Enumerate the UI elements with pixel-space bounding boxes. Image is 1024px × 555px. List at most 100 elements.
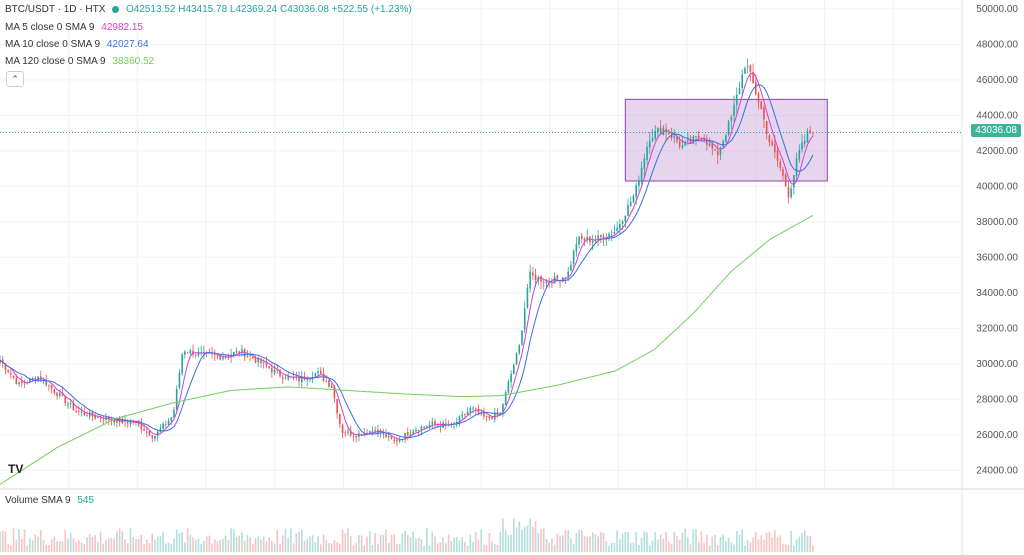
candle-body <box>477 408 480 414</box>
volume-bar <box>586 536 589 552</box>
volume-bar <box>347 528 349 552</box>
volume-bar <box>170 543 173 552</box>
candle-body <box>143 429 145 431</box>
volume-bar <box>94 534 96 552</box>
volume-bar <box>532 526 534 552</box>
indicator-row-ma10[interactable]: MA 10 close 0 SMA 9 42027.64 <box>5 39 153 50</box>
volume-bar <box>708 545 711 552</box>
candle-body <box>689 138 692 144</box>
volume-bar <box>572 543 575 552</box>
candle-body <box>349 430 352 436</box>
volume-bar <box>398 543 401 552</box>
candle-body <box>735 94 738 106</box>
volume-bar <box>306 539 309 552</box>
candle-body <box>31 377 34 380</box>
candle-body <box>654 130 657 139</box>
volume-bar <box>665 531 667 552</box>
candle-body <box>4 363 7 370</box>
candle-body <box>744 68 746 74</box>
candle-body <box>657 128 659 133</box>
candle-body <box>667 133 670 135</box>
volume-bar <box>330 543 333 552</box>
candle-body <box>409 433 412 437</box>
candle-body <box>431 421 434 425</box>
volume-bar <box>194 539 197 552</box>
volume-bar <box>673 532 676 552</box>
tradingview-logo-icon[interactable]: TV <box>8 462 23 476</box>
candle-body <box>483 412 485 417</box>
candle-body <box>366 432 368 434</box>
volume-bar <box>15 540 18 552</box>
candle-body <box>749 65 752 72</box>
candle-body <box>504 391 507 406</box>
volume-bar <box>50 539 53 552</box>
volume-legend[interactable]: Volume SMA 9 545 <box>5 495 94 506</box>
volume-bar <box>795 539 798 552</box>
candle-body <box>580 235 583 239</box>
volume-bar <box>657 539 659 552</box>
candle-body <box>510 373 512 383</box>
candle-body <box>434 421 436 425</box>
candle-body <box>600 234 602 237</box>
candle-body <box>154 435 156 439</box>
volume-bar <box>491 541 493 552</box>
volume-bar <box>401 533 404 552</box>
volume-bar <box>787 544 790 552</box>
volume-bar <box>4 531 7 552</box>
candle-body <box>638 181 640 186</box>
candle-body <box>181 354 183 374</box>
volume-bar <box>379 534 382 552</box>
candle-body <box>34 378 37 381</box>
volume-bar <box>426 528 428 552</box>
volume-bar <box>175 529 178 552</box>
collapse-legend-button[interactable]: ⌃ <box>6 71 24 87</box>
candle-body <box>787 186 790 198</box>
volume-bar <box>485 545 488 552</box>
volume-bar <box>727 537 730 552</box>
volume-bar <box>502 518 504 552</box>
volume-value: 545 <box>77 495 95 506</box>
volume-bar <box>371 544 374 552</box>
volume-bar <box>445 543 447 552</box>
indicator-row-ma5[interactable]: MA 5 close 0 SMA 9 42982.15 <box>5 22 147 33</box>
volume-bar <box>61 541 64 552</box>
candle-body <box>542 282 545 284</box>
indicator-row-ma120[interactable]: MA 120 close 0 SMA 9 38360.52 <box>5 56 158 67</box>
volume-bar <box>300 530 303 552</box>
candle-body <box>771 141 773 146</box>
volume-bar <box>29 538 31 552</box>
candle-body <box>113 420 115 423</box>
volume-bar <box>88 534 91 552</box>
volume-bar <box>143 544 145 552</box>
candle-body <box>616 227 618 231</box>
candle-body <box>706 140 708 145</box>
volume-bar <box>230 528 232 552</box>
volume-bar <box>754 531 757 552</box>
candle-body <box>420 426 423 431</box>
candle-body <box>341 424 344 433</box>
volume-label: Volume SMA 9 <box>5 495 71 506</box>
volume-bar <box>406 535 409 552</box>
volume-bar <box>746 539 749 552</box>
candle-body <box>121 419 124 424</box>
candle-body <box>423 426 425 428</box>
volume-bar <box>273 543 276 552</box>
volume-bar <box>608 545 610 552</box>
volume-bar <box>703 543 705 552</box>
candle-body <box>790 188 792 197</box>
volume-bar <box>719 537 722 552</box>
candle-body <box>716 150 719 156</box>
volume-bar <box>600 532 602 552</box>
volume-bar <box>575 532 578 552</box>
volume-bar <box>689 544 692 552</box>
volume-bar <box>140 534 143 552</box>
volume-bar <box>197 538 200 552</box>
volume-bar <box>684 528 686 552</box>
volume-bar <box>126 543 129 552</box>
volume-bar <box>235 536 238 552</box>
volume-bar <box>121 531 124 552</box>
volume-bar <box>667 541 670 552</box>
candle-body <box>676 136 678 142</box>
candle-body <box>56 392 58 397</box>
